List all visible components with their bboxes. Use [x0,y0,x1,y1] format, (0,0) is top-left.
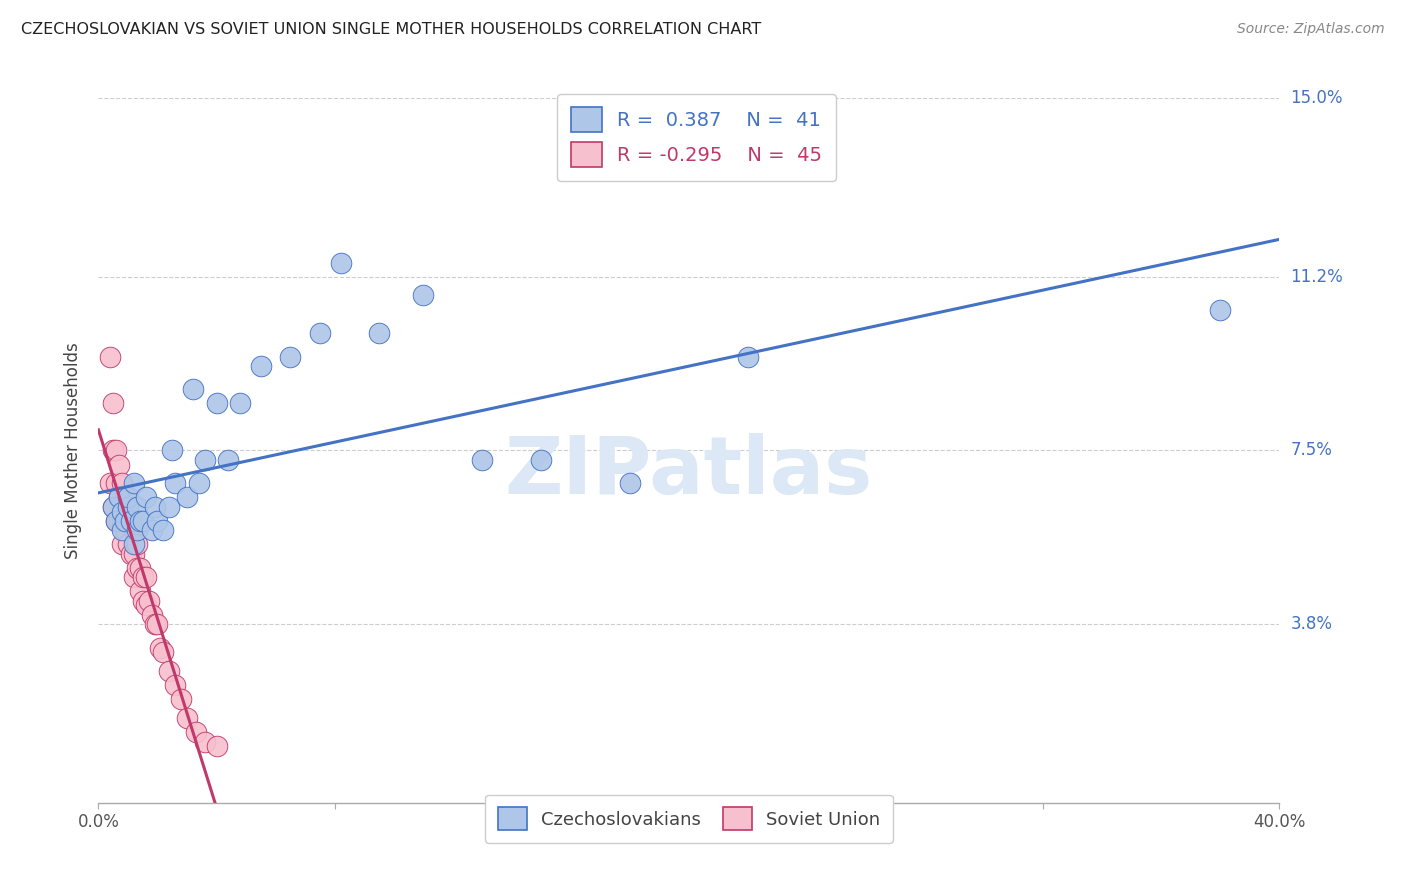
Point [125,500,148,514]
Point [120,514,142,528]
Point [98,350,121,364]
Point [125,524,148,538]
Point [143,617,166,632]
Point [108,514,131,528]
Point [152,524,174,538]
Point [165,476,187,491]
Point [105,476,128,491]
Point [120,547,142,561]
Point [194,735,217,749]
Text: 7.5%: 7.5% [1291,442,1333,459]
Point [143,500,166,514]
Point [125,537,148,551]
Point [108,458,131,472]
Point [111,537,134,551]
Point [105,514,128,528]
Point [128,561,150,575]
Point [114,491,136,505]
Point [125,561,148,575]
Point [737,350,759,364]
Point [122,570,145,584]
Text: 3.8%: 3.8% [1291,615,1333,633]
Point [181,383,204,397]
Point [619,476,641,491]
Point [122,537,145,551]
Point [187,476,209,491]
Y-axis label: Single Mother Households: Single Mother Households [65,343,83,558]
Point [120,514,142,528]
Point [122,476,145,491]
Point [111,504,134,518]
Text: 15.0%: 15.0% [1291,89,1343,107]
Point [146,617,169,632]
Point [98,476,121,491]
Text: 11.2%: 11.2% [1291,268,1343,285]
Point [141,524,163,538]
Point [194,453,217,467]
Text: CZECHOSLOVAKIAN VS SOVIET UNION SINGLE MOTHER HOUSEHOLDS CORRELATION CHART: CZECHOSLOVAKIAN VS SOVIET UNION SINGLE M… [21,22,761,37]
Point [162,443,183,458]
Point [1209,302,1232,317]
Point [329,255,352,269]
Point [105,514,128,528]
Point [176,711,198,725]
Point [205,739,228,754]
Point [117,491,139,505]
Point [132,594,155,608]
Point [309,326,332,340]
Point [250,359,273,373]
Point [229,396,252,410]
Point [149,640,172,655]
Legend: Czechoslovakians, Soviet Union: Czechoslovakians, Soviet Union [485,795,893,843]
Point [132,570,155,584]
Point [105,443,128,458]
Point [132,514,155,528]
Point [412,288,434,302]
Point [176,491,198,505]
Point [146,514,169,528]
Point [114,524,136,538]
Point [530,453,553,467]
Point [135,599,157,613]
Point [152,645,174,659]
Point [165,678,187,692]
Point [111,476,134,491]
Point [111,524,134,538]
Point [128,584,150,599]
Point [205,396,228,410]
Point [103,500,125,514]
Text: ZIPatlas: ZIPatlas [505,433,873,510]
Point [184,725,207,739]
Point [135,491,157,505]
Point [138,594,160,608]
Point [135,570,157,584]
Point [117,500,139,514]
Point [157,500,180,514]
Point [141,607,163,622]
Point [114,514,136,528]
Point [103,500,125,514]
Point [108,491,131,505]
Point [108,491,131,505]
Point [122,547,145,561]
Point [471,453,494,467]
Point [280,350,302,364]
Point [103,396,125,410]
Point [157,665,180,679]
Point [103,443,125,458]
Point [170,692,193,706]
Point [122,524,145,538]
Point [117,491,139,505]
Point [117,537,139,551]
Point [117,514,139,528]
Point [368,326,391,340]
Point [128,514,150,528]
Point [217,453,239,467]
Text: Source: ZipAtlas.com: Source: ZipAtlas.com [1237,22,1385,37]
Point [111,514,134,528]
